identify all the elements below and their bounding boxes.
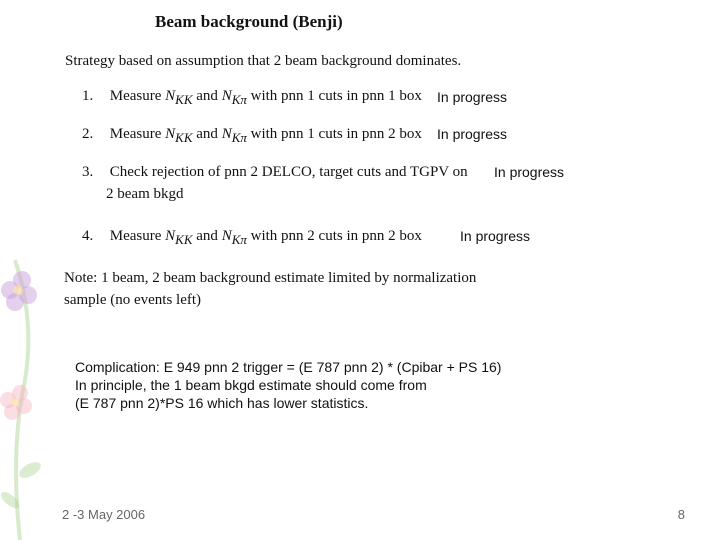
complication-l1: Complication: E 949 pnn 2 trigger = (E 7…: [75, 358, 501, 376]
progress-badge: In progress: [494, 164, 564, 180]
list-item-1: 1. Measure NKK and NKπ with pnn 1 cuts i…: [82, 88, 422, 108]
list-item-3: 3. Check rejection of pnn 2 DELCO, targe…: [82, 164, 468, 181]
note-line-1: Note: 1 beam, 2 beam background estimate…: [64, 270, 476, 287]
item-num: 3.: [82, 164, 106, 181]
slide-content: Beam background (Benji) Strategy based o…: [0, 0, 720, 540]
complication-text: Complication: E 949 pnn 2 trigger = (E 7…: [75, 358, 501, 413]
footer-date: 2 -3 May 2006: [62, 507, 145, 522]
item-num: 2.: [82, 126, 106, 143]
list-item-3b: 2 beam bkgd: [106, 186, 183, 203]
list-item-2: 2. Measure NKK and NKπ with pnn 1 cuts i…: [82, 126, 422, 146]
list-item-4: 4. Measure NKK and NKπ with pnn 2 cuts i…: [82, 228, 422, 248]
item-num: 4.: [82, 228, 106, 245]
slide-title: Beam background (Benji): [155, 12, 343, 32]
progress-badge: In progress: [437, 89, 507, 105]
strategy-line: Strategy based on assumption that 2 beam…: [65, 53, 461, 70]
footer-page-number: 8: [678, 507, 685, 522]
progress-badge: In progress: [437, 126, 507, 142]
complication-l2: In principle, the 1 beam bkgd estimate s…: [75, 376, 501, 394]
note-line-2: sample (no events left): [64, 292, 201, 309]
progress-badge: In progress: [460, 228, 530, 244]
item-num: 1.: [82, 88, 106, 105]
complication-l3: (E 787 pnn 2)*PS 16 which has lower stat…: [75, 394, 501, 412]
